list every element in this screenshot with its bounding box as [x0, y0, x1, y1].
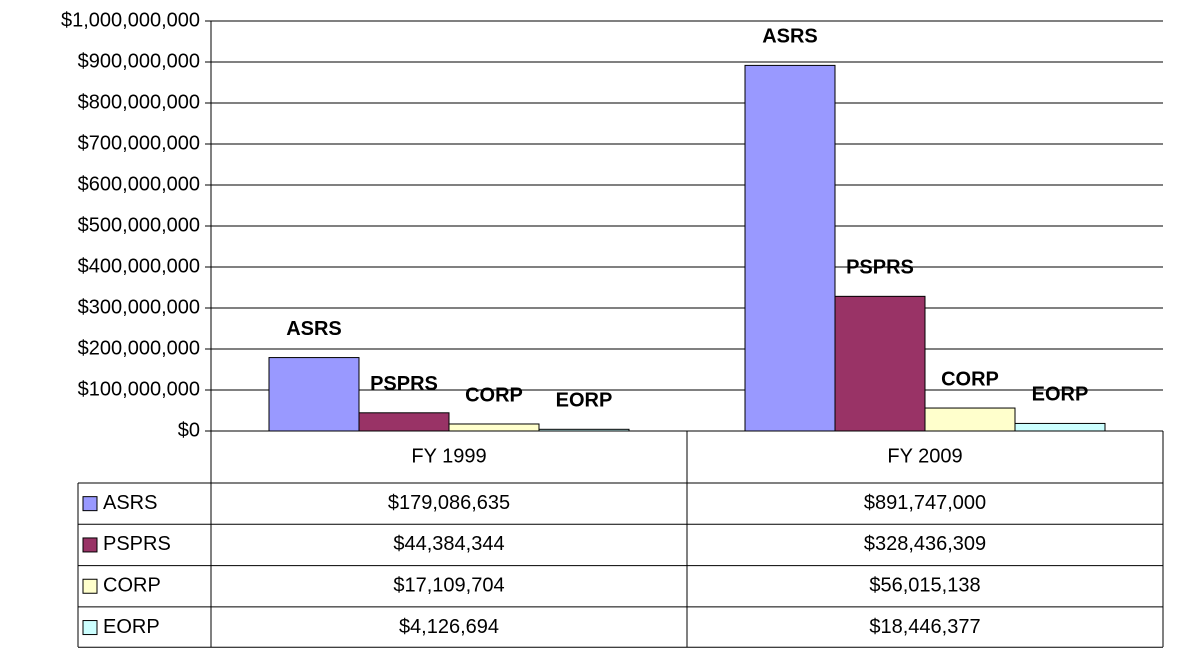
bar-label: EORP	[556, 390, 613, 412]
bar-label: ASRS	[762, 26, 818, 48]
table-value: $18,446,377	[869, 616, 980, 638]
y-tick-label: $300,000,000	[78, 296, 200, 318]
legend-key	[82, 496, 98, 512]
bar	[1014, 422, 1106, 432]
legend-label: PSPRS	[103, 533, 171, 555]
legend-label: EORP	[103, 616, 160, 638]
table-value: $4,126,694	[399, 616, 499, 638]
table-value: $44,384,344	[393, 533, 504, 555]
table-value: $179,086,635	[388, 492, 510, 514]
y-tick-label: $500,000,000	[78, 214, 200, 236]
x-tick-label: FY 1999	[411, 445, 486, 467]
legend-key	[82, 578, 98, 594]
bar	[924, 407, 1016, 432]
bar-label: PSPRS	[846, 257, 914, 279]
bar	[268, 357, 360, 432]
table-value: $56,015,138	[869, 575, 980, 597]
y-tick-label: $800,000,000	[78, 91, 200, 113]
bar-label: CORP	[465, 384, 523, 406]
y-tick-label: $100,000,000	[78, 378, 200, 400]
y-tick-label: $0	[178, 419, 200, 441]
legend-key	[82, 620, 98, 636]
table-value: $17,109,704	[393, 575, 504, 597]
bar	[744, 64, 836, 432]
y-tick-label: $600,000,000	[78, 173, 200, 195]
y-tick-label: $700,000,000	[78, 132, 200, 154]
bar	[358, 412, 450, 432]
y-tick-label: $900,000,000	[78, 50, 200, 72]
bar	[834, 295, 926, 432]
table-value: $891,747,000	[864, 492, 986, 514]
y-tick-label: $1,000,000,000	[61, 9, 200, 31]
legend-label: ASRS	[103, 492, 157, 514]
y-tick-label: $400,000,000	[78, 255, 200, 277]
table-value: $328,436,309	[864, 533, 986, 555]
bar-label: CORP	[941, 368, 999, 390]
x-tick-label: FY 2009	[887, 445, 962, 467]
bar-label: EORP	[1032, 384, 1089, 406]
legend-label: CORP	[103, 575, 161, 597]
bar-label: PSPRS	[370, 373, 438, 395]
legend-key	[82, 537, 98, 553]
bar	[448, 423, 540, 432]
bar-label: ASRS	[286, 318, 342, 340]
y-tick-label: $200,000,000	[78, 337, 200, 359]
